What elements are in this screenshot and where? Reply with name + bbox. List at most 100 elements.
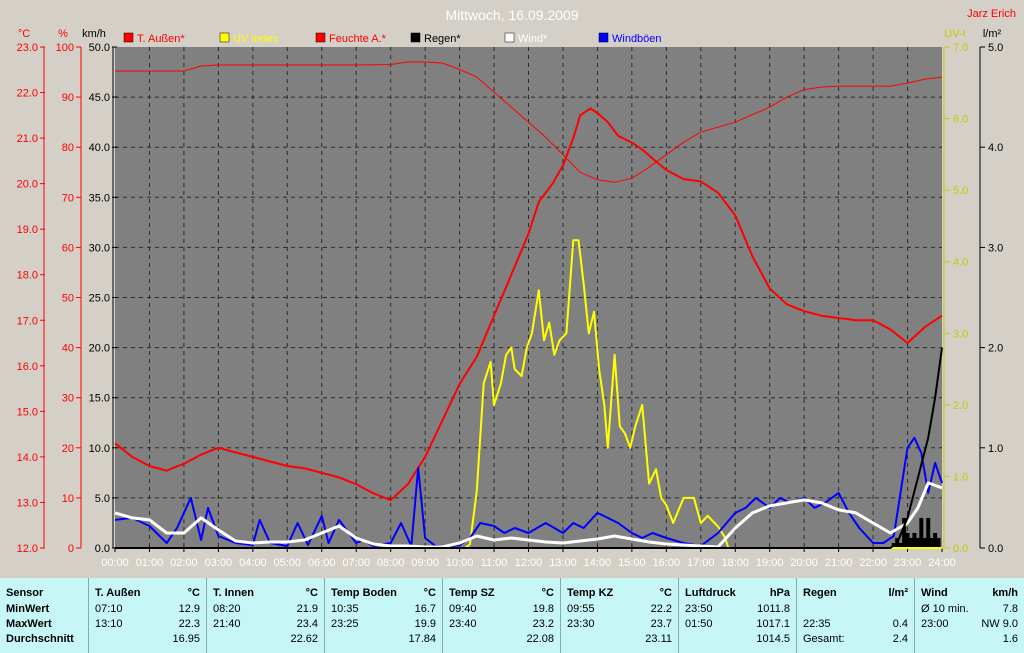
stats-cell-value: °C xyxy=(541,587,554,599)
uv-tick-label: 7.0 xyxy=(953,42,968,54)
stats-row: 22.62 xyxy=(207,632,324,646)
x-tick-label: 21:00 xyxy=(825,557,853,569)
temp-tick-label: 23.0 xyxy=(17,42,38,54)
wind-tick-label: 45.0 xyxy=(89,92,110,104)
x-tick-label: 14:00 xyxy=(584,557,612,569)
temp-tick-label: 12.0 xyxy=(17,543,38,555)
stats-column: Sensor MinWert MaxWert Durchschnitt xyxy=(0,578,88,653)
stats-cell-label: Temp SZ xyxy=(449,587,495,599)
stats-row: 16.95 xyxy=(89,632,206,646)
rain-tick-label: 3.0 xyxy=(988,242,1003,254)
stats-cell-value: hPa xyxy=(769,587,790,599)
series-regen xyxy=(115,347,943,549)
legend-swatch xyxy=(598,32,609,43)
stats-cell-value: °C xyxy=(305,587,318,599)
stats-row: 22.08 xyxy=(443,632,560,646)
stats-cell-label: Sensor xyxy=(6,587,44,599)
stats-cell-label: Temp Boden xyxy=(331,587,397,599)
stats-column: Temp KZ °C 09:55 22.2 23:30 23.7 23.11 xyxy=(560,578,678,653)
stats-cell-label: MinWert xyxy=(6,603,50,615)
stats-cell-value: l/m² xyxy=(888,587,908,599)
x-tick-label: 05:00 xyxy=(274,557,302,569)
uv-tick-label: 1.0 xyxy=(953,471,968,483)
wind-tick-label: 15.0 xyxy=(89,393,110,405)
rain-tick-label: 5.0 xyxy=(988,42,1003,54)
rain-axis-unit: l/m² xyxy=(983,28,1002,40)
temp-tick-label: 15.0 xyxy=(17,406,38,418)
stats-row: 23:40 23.2 xyxy=(443,617,560,631)
stats-column: T. Außen °C 07:10 12.9 13:10 22.3 16.95 xyxy=(88,578,206,653)
legend-label: Windböen xyxy=(612,33,662,45)
humidity-axis-unit: % xyxy=(58,28,68,40)
x-tick-label: 17:00 xyxy=(687,557,715,569)
stats-cell-value: 19.8 xyxy=(532,603,554,615)
x-tick-label: 02:00 xyxy=(170,557,198,569)
temp-tick-label: 18.0 xyxy=(17,270,38,282)
stats-cell-value: km/h xyxy=(992,587,1018,599)
temp-tick-label: 22.0 xyxy=(17,88,38,100)
stats-row: Gesamt: 2.4 xyxy=(797,632,914,646)
rain-tick-label: 2.0 xyxy=(988,343,1003,355)
stats-cell-value: 0.4 xyxy=(892,618,908,630)
stats-cell-value: 16.95 xyxy=(172,633,200,645)
rain-bar xyxy=(908,537,913,548)
rain-bar xyxy=(898,542,903,548)
rain-bar xyxy=(912,532,917,548)
stats-cell-label: Ø 10 min. xyxy=(921,603,969,615)
series-feuchte-a xyxy=(115,61,943,183)
wind-tick-label: 10.0 xyxy=(89,443,110,455)
wind-tick-label: 40.0 xyxy=(89,142,110,154)
stats-cell-value: 22.62 xyxy=(290,633,318,645)
stats-cell-label: Durchschnitt xyxy=(6,633,74,645)
x-tick-label: 16:00 xyxy=(653,557,681,569)
temp-tick-label: 19.0 xyxy=(17,224,38,236)
legend-swatch xyxy=(315,32,326,43)
stats-row: 23:00 NW 9.0 xyxy=(915,617,1024,631)
stats-cell-label: 13:10 xyxy=(95,618,123,630)
stats-cell-value: °C xyxy=(423,587,436,599)
series-lines xyxy=(114,61,943,549)
temp-tick-label: 16.0 xyxy=(17,361,38,373)
stats-cell-value: 23.7 xyxy=(650,618,672,630)
stats-row: 23:30 23.7 xyxy=(561,617,678,631)
stats-cell-value: °C xyxy=(659,587,672,599)
stats-cell-label: 23:00 xyxy=(921,618,949,630)
stats-cell-value: 23.4 xyxy=(296,618,318,630)
x-tick-label: 12:00 xyxy=(515,557,543,569)
x-tick-label: 20:00 xyxy=(790,557,818,569)
temp-tick-label: 20.0 xyxy=(17,179,38,191)
legend-swatch xyxy=(504,32,515,43)
rain-tick-label: 4.0 xyxy=(988,142,1003,154)
stats-header-row: Temp Boden °C xyxy=(325,586,442,600)
hum-tick-label: 80 xyxy=(62,142,74,154)
x-tick-label: 07:00 xyxy=(342,557,370,569)
stats-cell-label: 08:20 xyxy=(213,603,241,615)
stats-cell-value: 21.9 xyxy=(296,603,318,615)
rain-bar xyxy=(929,537,934,548)
stats-cell-label: 09:55 xyxy=(567,603,595,615)
stats-row: 08:20 21.9 xyxy=(207,602,324,616)
stats-row: Durchschnitt xyxy=(0,632,88,646)
x-tick-label: 19:00 xyxy=(756,557,784,569)
stats-cell-label: T. Außen xyxy=(95,587,141,599)
wind-axis-unit: km/h xyxy=(82,28,106,40)
legend-swatch xyxy=(123,32,134,43)
stats-cell-value: 23.2 xyxy=(532,618,554,630)
stats-cell-label: 21:40 xyxy=(213,618,241,630)
stats-row: 21:40 23.4 xyxy=(207,617,324,631)
rain-bar xyxy=(933,532,938,548)
chart-title: Mittwoch, 16.09.2009 xyxy=(445,7,578,23)
stats-row: 23.11 xyxy=(561,632,678,646)
stats-cell-value: 1017.1 xyxy=(756,618,790,630)
stats-cell-value: 23.11 xyxy=(645,633,672,645)
stats-cell-value: NW 9.0 xyxy=(981,618,1018,630)
legend-swatch xyxy=(410,32,421,43)
legend: T. Außen* UV Index Feuchte A.* Regen* Wind* W… xyxy=(123,32,662,45)
uv-tick-label: 4.0 xyxy=(953,257,968,269)
rain-bar xyxy=(926,517,931,548)
stats-row xyxy=(797,602,914,616)
rain-bar xyxy=(915,537,920,548)
stats-row: 10:35 16.7 xyxy=(325,602,442,616)
series-windb-en xyxy=(114,436,943,548)
stats-cell-label: Luftdruck xyxy=(685,587,736,599)
